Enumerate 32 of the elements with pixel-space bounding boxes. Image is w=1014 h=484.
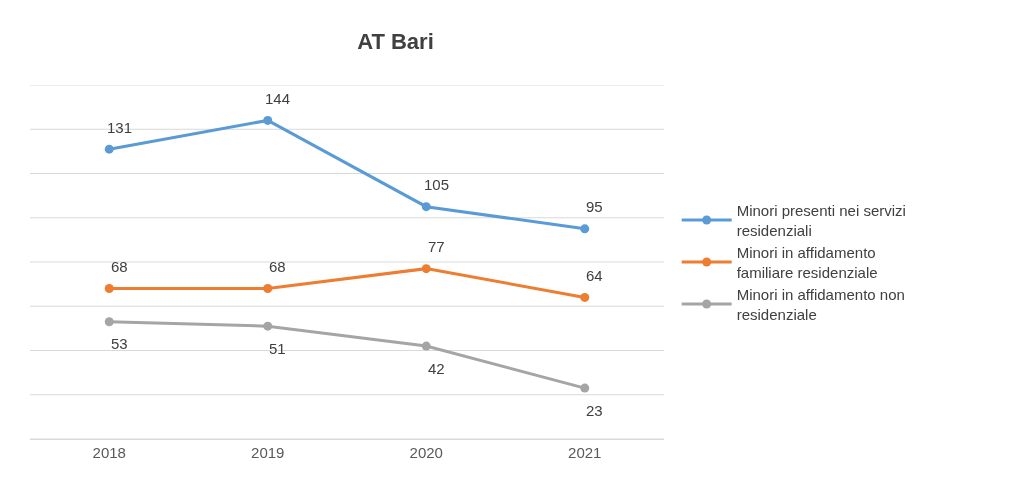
data-label: 64 xyxy=(586,267,603,284)
data-label: 131 xyxy=(107,119,133,136)
point xyxy=(104,284,114,294)
point xyxy=(421,264,431,274)
point xyxy=(421,202,431,212)
point xyxy=(104,144,114,154)
chart-title: AT Bari xyxy=(357,29,434,55)
data-label: 68 xyxy=(111,258,128,275)
data-label: 23 xyxy=(586,402,603,419)
point xyxy=(263,115,273,125)
data-label: 68 xyxy=(269,258,286,275)
data-label: 53 xyxy=(111,335,128,352)
point xyxy=(580,292,590,302)
legend-label: Minori presenti nei servizi residenziali xyxy=(736,202,906,239)
data-label: 42 xyxy=(428,360,445,377)
legend-label: Minori in affidamento non residenziale xyxy=(736,286,905,323)
data-label: 95 xyxy=(586,198,603,215)
x-tick-label: 2019 xyxy=(251,444,285,461)
point xyxy=(263,284,273,294)
data-label: 105 xyxy=(424,176,450,193)
point xyxy=(421,341,431,351)
data-label: 144 xyxy=(265,90,291,107)
point xyxy=(580,383,590,393)
point xyxy=(580,224,590,234)
data-label: 51 xyxy=(269,340,286,357)
x-tick-label: 2018 xyxy=(92,444,126,461)
legend-label: Minori in affidamento familiare residenziale xyxy=(736,244,878,281)
point xyxy=(104,317,114,327)
x-tick-label: 2020 xyxy=(409,444,443,461)
point xyxy=(263,321,273,331)
data-label: 77 xyxy=(428,238,445,255)
x-tick-label: 2021 xyxy=(568,444,602,461)
